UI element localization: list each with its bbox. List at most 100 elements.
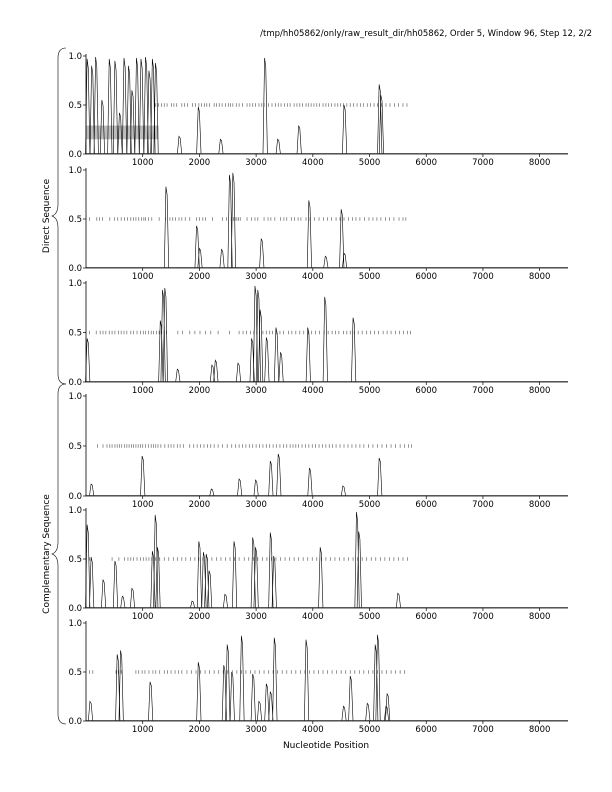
- x-tick-label: 6000: [415, 500, 437, 510]
- data-peak: [268, 691, 274, 722]
- x-tick-label: 7000: [472, 158, 494, 168]
- data-peak: [162, 287, 168, 383]
- y-tick-label: 1.0: [68, 619, 82, 629]
- data-peak: [253, 479, 259, 497]
- data-peak: [377, 84, 383, 155]
- x-tick-label: 7000: [472, 725, 494, 735]
- data-peak: [258, 309, 264, 383]
- data-peak: [209, 488, 215, 497]
- data-peak: [196, 106, 202, 155]
- data-peak: [134, 57, 140, 155]
- x-tick-label: 3000: [245, 725, 267, 735]
- data-peak: [93, 56, 99, 155]
- x-tick-label: 1000: [132, 500, 154, 510]
- data-peak: [99, 100, 105, 155]
- chart-panels: 0.0 0.5 1.0 1000 2000 3000 4000 5000 6000 7000 800…: [68, 52, 568, 735]
- x-tick-label: 4000: [302, 500, 324, 510]
- x-tick-label: 2000: [189, 158, 211, 168]
- data-peak: [147, 70, 153, 155]
- y-tick-label: 0.5: [68, 215, 82, 225]
- data-peak: [271, 555, 277, 609]
- data-peak: [356, 531, 362, 609]
- data-peak: [155, 547, 161, 609]
- data-peak: [351, 317, 357, 383]
- y-tick-label: 0.0: [68, 492, 82, 502]
- data-peak: [89, 483, 95, 497]
- panel-5: 0.0 0.5 1.0 1000 2000 3000 4000 5000 6000 7000 800…: [68, 506, 568, 622]
- x-tick-label: 7000: [472, 272, 494, 282]
- panel-6: 0.0 0.5 1.0 1000 2000 3000 4000 5000 6000 7000 800…: [68, 619, 568, 735]
- data-peak: [89, 65, 95, 155]
- x-tick-label: 8000: [529, 272, 551, 282]
- x-tick-label: 8000: [529, 386, 551, 396]
- figure-header: /tmp/hh05862/only/raw_result_dir/hh05862…: [260, 29, 592, 39]
- data-peak: [139, 58, 145, 155]
- y-tick-label: 1.0: [68, 506, 82, 516]
- x-tick-label: 1000: [132, 158, 154, 168]
- x-tick-label: 4000: [302, 158, 324, 168]
- data-peak: [225, 644, 231, 722]
- x-tick-label: 4000: [302, 612, 324, 622]
- data-peak: [197, 247, 203, 269]
- x-tick-label: 2000: [189, 386, 211, 396]
- y-tick-label: 0.5: [68, 329, 82, 339]
- data-peak: [129, 90, 135, 155]
- data-peak: [354, 511, 360, 609]
- x-tick-label: 7000: [472, 386, 494, 396]
- data-peak: [232, 541, 238, 609]
- data-peak: [237, 478, 243, 497]
- data-peak: [196, 541, 202, 609]
- x-tick-label: 4000: [302, 272, 324, 282]
- data-peak: [120, 595, 126, 609]
- data-peak: [385, 693, 391, 722]
- data-peak: [160, 289, 166, 383]
- data-peak: [213, 359, 219, 383]
- x-tick-label: 7000: [472, 612, 494, 622]
- data-peak: [278, 352, 284, 383]
- data-peak: [219, 248, 225, 269]
- x-tick-label: 6000: [415, 272, 437, 282]
- data-peak: [275, 138, 281, 155]
- x-tick-label: 5000: [359, 272, 381, 282]
- data-peak: [262, 57, 268, 155]
- data-peak: [318, 547, 324, 609]
- panel-3: 0.0 0.5 1.0 1000 2000 3000 4000 5000 6000 7000 800…: [68, 279, 568, 396]
- data-peak: [259, 238, 265, 269]
- y-tick-label: 0.5: [68, 668, 82, 678]
- data-peak: [140, 455, 146, 497]
- x-axis-label: Nucleotide Position: [283, 741, 369, 751]
- data-peak: [384, 705, 390, 722]
- data-peak: [126, 65, 132, 155]
- x-tick-label: 5000: [359, 612, 381, 622]
- data-peak: [112, 60, 118, 155]
- x-tick-label: 2000: [189, 725, 211, 735]
- x-tick-label: 3000: [245, 612, 267, 622]
- data-peak: [222, 593, 228, 609]
- x-tick-label: 8000: [529, 612, 551, 622]
- x-tick-label: 6000: [415, 386, 437, 396]
- data-peak: [378, 95, 384, 155]
- data-peak: [307, 467, 313, 497]
- data-peak: [253, 547, 259, 609]
- data-peak: [194, 225, 200, 269]
- data-peak: [229, 671, 235, 722]
- y-tick-label: 0.0: [68, 378, 82, 388]
- panel-4: 0.0 0.5 1.0 1000 2000 3000 4000 5000 6000 7000 800…: [68, 392, 568, 510]
- data-peak: [323, 255, 329, 269]
- y-tick-label: 1.0: [68, 279, 82, 289]
- x-tick-label: 3000: [245, 158, 267, 168]
- data-peak: [227, 174, 233, 269]
- x-tick-label: 6000: [415, 725, 437, 735]
- x-tick-label: 5000: [359, 725, 381, 735]
- data-peak: [339, 209, 345, 269]
- x-tick-label: 8000: [529, 158, 551, 168]
- x-tick-label: 1000: [132, 272, 154, 282]
- data-peak: [375, 634, 381, 722]
- y-tick-label: 0.0: [68, 604, 82, 614]
- group-bracket-direct: [51, 47, 67, 385]
- data-peak: [322, 296, 328, 383]
- data-peak: [164, 186, 170, 269]
- direct-sequence-label: Direct Sequence: [42, 178, 52, 253]
- data-peak: [118, 650, 124, 722]
- x-tick-label: 2000: [189, 612, 211, 622]
